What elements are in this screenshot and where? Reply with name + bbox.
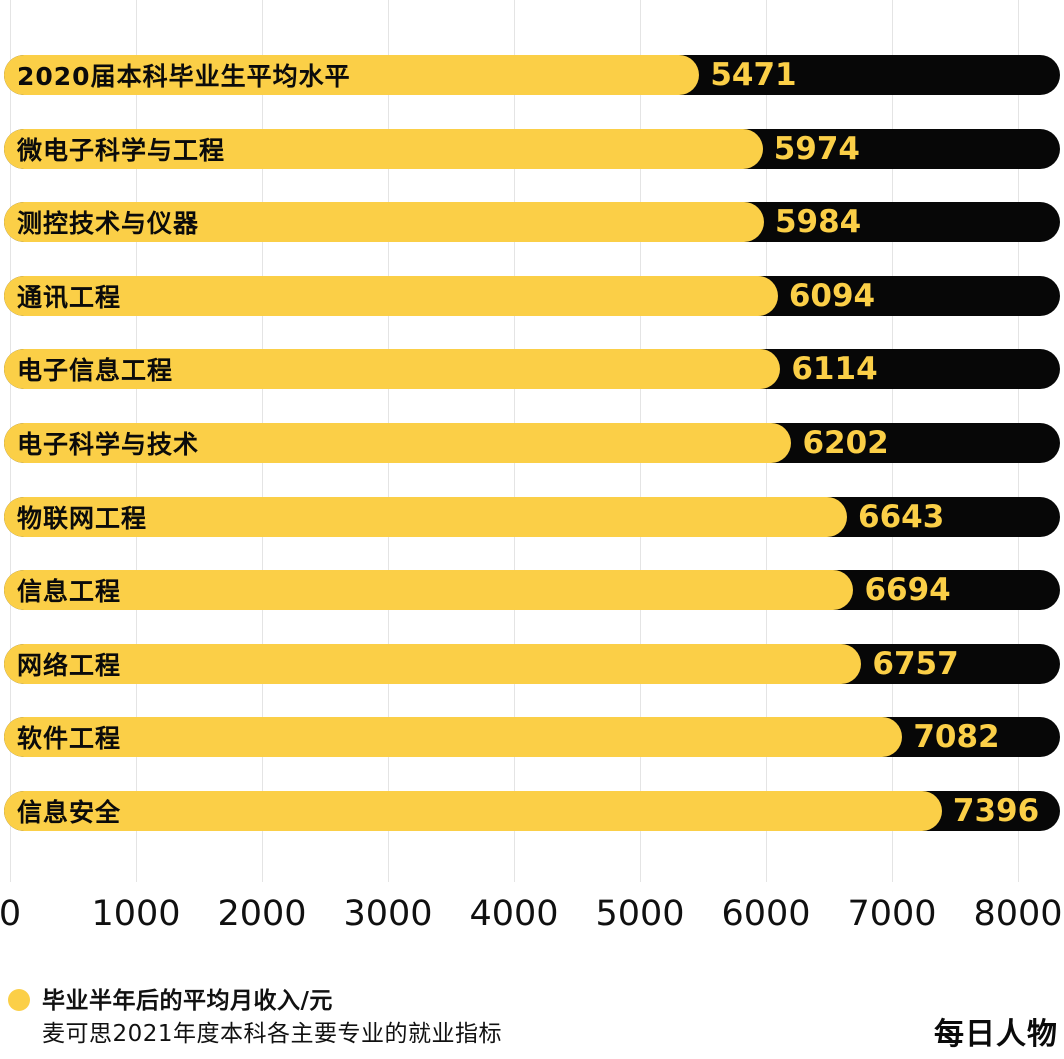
- x-axis-tick-label: 4000: [469, 894, 559, 934]
- value-label: 5984: [774, 204, 862, 241]
- bar: 信息安全: [4, 791, 942, 831]
- value-label: 6757: [872, 645, 959, 682]
- bar-chart: 2020届本科毕业生平均水平 5471 微电子科学与工程 5974 测控技术与仪器 598…: [4, 0, 1060, 882]
- bar-row: 微电子科学与工程 5974: [4, 128, 1060, 169]
- bar: 网络工程: [4, 643, 862, 684]
- bar-row: 信息安全 7396: [4, 791, 1060, 831]
- value-label: 6114: [791, 351, 878, 388]
- bar-row: 软件工程 7082: [4, 717, 1060, 758]
- legend-texts: 毕业半年后的平均月收入/元 麦可思2021年度本科各主要专业的就业指标: [42, 985, 502, 1052]
- x-axis-tick-label: 5000: [595, 894, 685, 934]
- category-label: 网络工程: [17, 650, 122, 680]
- value-label: 7396: [952, 793, 1040, 829]
- value-label: 6202: [802, 425, 889, 461]
- category-label: 软件工程: [17, 724, 122, 754]
- value-label: 6094: [788, 277, 876, 314]
- bar-row: 网络工程 6757: [4, 643, 1060, 684]
- bar-row: 电子信息工程 6114: [4, 349, 1060, 390]
- value-label: 5471: [710, 57, 797, 93]
- category-label: 通讯工程: [17, 282, 122, 312]
- category-label: 微电子科学与工程: [17, 135, 226, 165]
- value-label: 6694: [864, 572, 951, 609]
- x-axis-tick-label: 2000: [217, 894, 307, 934]
- bar: 通讯工程: [4, 275, 778, 316]
- logo-text: 每日人物: [934, 1017, 1058, 1052]
- bar: 信息工程: [4, 570, 854, 611]
- bar: 电子信息工程: [4, 349, 781, 390]
- category-label: 信息安全: [17, 798, 122, 827]
- category-label: 测控技术与仪器: [17, 209, 200, 239]
- bar-row: 物联网工程 6643: [4, 496, 1060, 537]
- category-label: 物联网工程: [17, 503, 148, 533]
- bar-row: 信息工程 6694: [4, 570, 1060, 611]
- x-axis-tick-label: 1000: [91, 894, 181, 934]
- bar-row: 电子科学与技术 6202: [4, 423, 1060, 463]
- bar: 测控技术与仪器: [4, 202, 764, 243]
- bar: 物联网工程: [4, 496, 848, 537]
- category-label: 电子信息工程: [17, 356, 174, 386]
- legend: 毕业半年后的平均月收入/元 麦可思2021年度本科各主要专业的就业指标: [8, 985, 502, 1052]
- bar: 软件工程: [4, 717, 903, 758]
- value-label: 6643: [858, 498, 945, 535]
- x-axis-tick-label: 6000: [721, 894, 811, 934]
- category-label: 电子科学与技术: [17, 430, 200, 459]
- x-axis-tick-label: 0: [0, 894, 22, 934]
- bar-row: 测控技术与仪器 5984: [4, 202, 1060, 243]
- legend-dot-icon: [8, 989, 30, 1011]
- bar-row: 通讯工程 6094: [4, 275, 1060, 316]
- bar: 电子科学与技术: [4, 423, 792, 463]
- legend-label: 毕业半年后的平均月收入/元: [42, 988, 333, 1014]
- bar: 微电子科学与工程: [4, 128, 763, 169]
- x-axis-tick-label: 3000: [343, 894, 433, 934]
- bar: 2020届本科毕业生平均水平: [4, 55, 700, 95]
- source-caption: 麦可思2021年度本科各主要专业的就业指标: [42, 1021, 503, 1048]
- bar-row: 2020届本科毕业生平均水平 5471: [4, 55, 1060, 95]
- x-axis-tick-label: 8000: [973, 894, 1063, 934]
- value-label: 7082: [913, 719, 1000, 756]
- category-label: 信息工程: [17, 577, 122, 607]
- value-label: 5974: [773, 130, 860, 167]
- x-axis-tick-label: 7000: [847, 894, 937, 934]
- category-label: 2020届本科毕业生平均水平: [17, 62, 351, 91]
